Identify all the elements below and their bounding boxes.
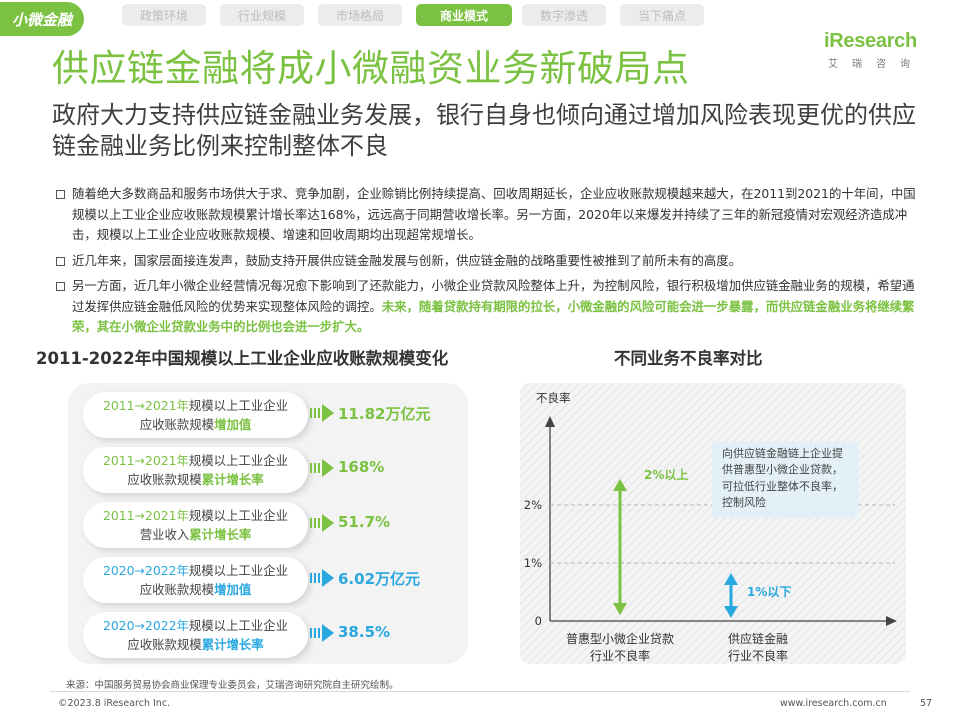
metric-period: 2020→2022年 [103, 563, 189, 578]
striped-arrow-icon [310, 459, 334, 477]
striped-arrow-icon [310, 624, 334, 642]
metric-value: 11.82万亿元 [338, 405, 431, 423]
metric-period: 2011→2021年 [103, 398, 189, 413]
y-tick-label: 1% [524, 556, 542, 570]
right-section-title: 不同业务不良率对比 [614, 349, 763, 368]
metric-card: 2020→2022年规模以上工业企业 应收账款规模增加值 [83, 557, 308, 603]
metric-line2: 应收账款规模 [139, 582, 215, 597]
metric-highlight: 累计增长率 [189, 527, 252, 542]
metric-line1: 规模以上工业企业 [188, 563, 288, 578]
metric-line2: 营业收入 [139, 527, 190, 542]
bullet-text: 随着绝大多数商品和服务市场供大于求、竞争加剧，企业赊销比例持续提高、回收周期延长… [72, 186, 916, 242]
metric-highlight: 累计增长率 [201, 637, 264, 652]
x-tick-label: 行业不良率 [728, 648, 788, 663]
metrics-panel: 2011→2021年规模以上工业企业 应收账款规模增加值 11.82万亿元 20… [68, 383, 468, 664]
npl-comparison-chart: 不良率 0 1% 2% 2%以上 1%以下 普惠型小微企业贷款 行业不良率 供应链金融… [520, 383, 906, 664]
metric-value: 6.02万亿元 [338, 570, 421, 588]
metric-card: 2020→2022年规模以上工业企业 应收账款规模累计增长率 [83, 612, 308, 658]
metric-line2: 应收账款规模 [139, 417, 215, 432]
bar-0-data-label: 2%以上 [644, 467, 688, 482]
metric-line1: 规模以上工业企业 [188, 508, 288, 523]
y-axis-label: 不良率 [536, 391, 571, 405]
metric-highlight: 增加值 [214, 582, 252, 597]
section-badge: 小微金融 [0, 2, 84, 36]
tab-policy[interactable]: 政策环境 [122, 4, 206, 26]
bullet-text: 近几年来，国家层面接连发声，鼓励支持开展供应链金融发展与创新，供应链金融的战略重… [72, 252, 742, 268]
iresearch-logo: iResearch 艾瑞咨询 [824, 30, 934, 70]
metric-highlight: 增加值 [214, 417, 252, 432]
up-arrowhead-icon [613, 479, 627, 491]
tab-market-structure[interactable]: 市场格局 [318, 4, 402, 26]
metric-period: 2020→2022年 [103, 618, 189, 633]
metric-card: 2011→2021年规模以上工业企业 营业收入累计增长率 [83, 502, 308, 548]
metric-line1: 规模以上工业企业 [188, 453, 288, 468]
metric-period: 2011→2021年 [103, 508, 189, 523]
metric-value: 38.5% [338, 623, 391, 641]
metric-line1: 规模以上工业企业 [188, 398, 288, 413]
down-arrowhead-icon [724, 606, 738, 618]
bar-1-data-label: 1%以下 [747, 585, 791, 599]
striped-arrow-icon [310, 404, 334, 422]
bullet-text: 另一方面，近几年小微企业经营情况每况愈下影响到了还款能力，小微企业贷款风险整体上… [72, 278, 915, 314]
y-tick-label: 2% [524, 498, 542, 512]
bullet-item: 另一方面，近几年小微企业经营情况每况愈下影响到了还款能力，小微企业贷款风险整体上… [50, 276, 920, 338]
left-section-title: 2011-2022年中国规模以上工业企业应收账款规模变化 [36, 349, 449, 368]
page-number: 57 [920, 698, 933, 709]
chart-note: 向供应链金融链上企业提供普惠型小微企业贷款，可拉低行业整体不良率，控制风险 [712, 442, 858, 518]
bullet-item: 随着绝大多数商品和服务市场供大于求、竞争加剧，企业赊销比例持续提高、回收周期延长… [50, 184, 920, 246]
metric-card: 2011→2021年规模以上工业企业 应收账款规模累计增长率 [83, 447, 308, 493]
copyright: ©2023.8 iResearch Inc. [58, 698, 171, 709]
x-tick-label: 供应链金融 [728, 631, 788, 646]
metric-line2: 应收账款规模 [127, 472, 202, 487]
tab-business-model[interactable]: 商业模式 [416, 4, 512, 26]
y-axis-arrow-icon [545, 416, 555, 427]
metric-value: 168% [338, 458, 385, 476]
striped-arrow-icon [310, 569, 334, 587]
x-axis-arrow-icon [886, 616, 897, 626]
metric-card: 2011→2021年规模以上工业企业 应收账款规模增加值 [83, 392, 308, 438]
source-note: 来源：中国服务贸易协会商业保理专业委员会，艾瑞咨询研究院自主研究绘制。 [66, 680, 399, 691]
metric-line1: 规模以上工业企业 [188, 618, 288, 633]
website-link[interactable]: www.iresearch.com.cn [780, 698, 887, 709]
logo-sub-text: 艾瑞咨询 [828, 59, 924, 70]
square-bullet-icon [56, 190, 65, 199]
striped-arrow-icon [310, 514, 334, 532]
x-tick-label: 行业不良率 [590, 648, 650, 663]
logo-main-text: iResearch [824, 30, 917, 52]
footer-divider [50, 691, 910, 692]
bullet-highlight-text: 未来，随着贷款持有期限的拉长，小微金融的风险可能会进一步暴露，而供应链金融业务将… [72, 298, 915, 335]
bullet-list: 随着绝大多数商品和服务市场供大于求、竞争加剧，企业赊销比例持续提高、回收周期延长… [50, 184, 920, 343]
page-subtitle: 政府大力支持供应链金融业务发展，银行自身也倾向通过增加风险表现更优的供应链金融业… [52, 101, 916, 160]
metric-value: 51.7% [338, 513, 391, 531]
down-arrowhead-icon [613, 603, 627, 615]
tab-current-pain-points[interactable]: 当下痛点 [620, 4, 704, 26]
page-title: 供应链金融将成小微融资业务新破局点 [52, 47, 690, 90]
metric-highlight: 累计增长率 [201, 472, 264, 487]
up-arrowhead-icon [724, 573, 738, 585]
y-tick-label: 0 [535, 614, 542, 628]
metric-period: 2011→2021年 [103, 453, 189, 468]
square-bullet-icon [56, 282, 65, 291]
square-bullet-icon [56, 256, 65, 266]
tab-digital-penetration[interactable]: 数字渗透 [522, 4, 606, 26]
metric-line2: 应收账款规模 [127, 637, 202, 652]
bullet-item: 近几年来，国家层面接连发声，鼓励支持开展供应链金融发展与创新，供应链金融的战略重… [50, 251, 920, 272]
x-tick-label: 普惠型小微企业贷款 [566, 631, 674, 646]
tab-industry-scale[interactable]: 行业规模 [220, 4, 304, 26]
